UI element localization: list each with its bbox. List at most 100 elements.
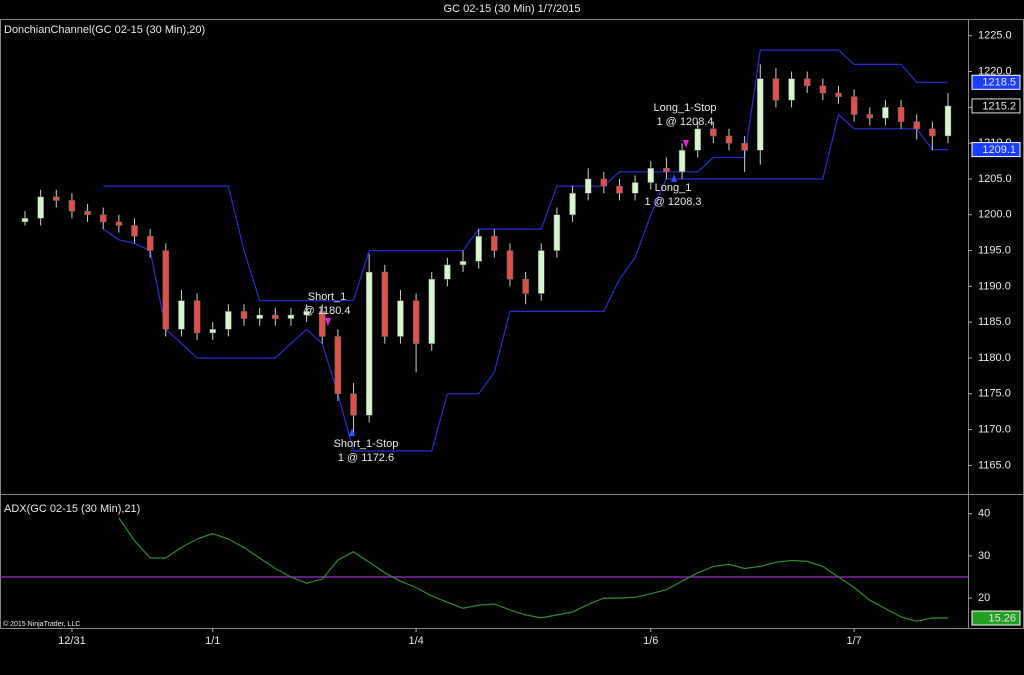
adx-line xyxy=(118,517,949,622)
candle-body xyxy=(522,278,529,294)
candle-body xyxy=(428,278,435,344)
y-tick-label: 1165.0 xyxy=(978,459,1011,471)
trade-label: Long_1 xyxy=(655,182,692,194)
candle-body xyxy=(444,264,451,280)
candle-body xyxy=(647,167,655,183)
candle-body xyxy=(53,196,60,201)
trade-price: @ 1180.4 xyxy=(303,305,350,317)
y-tick-label: 1220.0 xyxy=(978,65,1012,77)
candle-body xyxy=(788,78,795,101)
y-tick-label: 30 xyxy=(978,550,990,562)
value-box xyxy=(971,142,1021,158)
x-tick-label: 1/6 xyxy=(643,635,658,647)
trade-label: Short_1 xyxy=(308,291,347,303)
candle-body xyxy=(553,214,561,251)
trade-arrow xyxy=(683,140,689,148)
candle-body xyxy=(334,336,342,395)
value-box xyxy=(971,98,1021,114)
candle-body xyxy=(303,311,310,316)
candle-body xyxy=(318,311,326,337)
x-tick-label: 12/31 xyxy=(58,635,86,647)
candle-body xyxy=(584,178,592,194)
candle-body xyxy=(146,235,154,251)
candle-body xyxy=(757,78,764,151)
trade-arrow xyxy=(671,174,677,182)
candle-body xyxy=(819,85,827,94)
candle-body xyxy=(459,261,467,266)
candle-body xyxy=(678,150,686,173)
candle-body xyxy=(694,128,701,151)
candle-body xyxy=(397,300,404,337)
candle-body xyxy=(225,311,232,330)
candle-body xyxy=(162,250,170,330)
y-tick-label: 40 xyxy=(978,508,990,520)
candle-body xyxy=(131,225,138,237)
candle-body xyxy=(725,135,733,144)
y-tick-label: 1175.0 xyxy=(978,388,1011,400)
candle-body xyxy=(68,200,76,212)
candle-body xyxy=(99,214,107,223)
candle-body xyxy=(772,78,780,101)
candle-body xyxy=(663,167,670,173)
candle-body xyxy=(350,393,357,416)
candle-body xyxy=(491,235,498,251)
price-panel-title: DonchianChannel(GC 02-15 (30 Min),20) xyxy=(4,24,205,36)
candle-body xyxy=(741,142,748,151)
y-tick-label: 1200.0 xyxy=(978,209,1012,221)
channel-line xyxy=(102,113,948,452)
candle-body xyxy=(835,92,842,97)
candle-body xyxy=(209,329,216,334)
candle-body xyxy=(803,78,811,87)
candle-body xyxy=(538,250,545,294)
candle-body xyxy=(850,96,858,115)
trade-label: Short_1-Stop xyxy=(334,438,399,450)
candle-body xyxy=(115,221,123,226)
value-box-label: 1209.1 xyxy=(982,144,1016,156)
candle-body xyxy=(84,210,91,216)
copyright: © 2015 NinjaTrader, LLC xyxy=(3,620,80,628)
x-tick-label: 1/7 xyxy=(846,635,861,647)
candle-body xyxy=(710,128,717,137)
candle-body xyxy=(240,311,248,319)
y-tick-label: 20 xyxy=(978,592,990,604)
candle-body xyxy=(475,235,482,262)
trade-price: 1 @ 1208.4 xyxy=(656,116,713,128)
value-box xyxy=(971,610,1021,626)
x-tick-label: 1/4 xyxy=(408,635,423,647)
adx-panel-title: ADX(GC 02-15 (30 Min),21) xyxy=(4,503,140,515)
y-tick-label: 1180.0 xyxy=(978,352,1011,364)
value-box-label: 1218.5 xyxy=(982,77,1016,89)
candle-body xyxy=(929,128,936,137)
candle-body xyxy=(178,300,185,330)
y-tick-label: 1195.0 xyxy=(978,244,1011,256)
value-box-label: 1215.2 xyxy=(982,100,1016,112)
candle-body xyxy=(37,196,44,219)
y-tick-label: 1225.0 xyxy=(978,30,1012,42)
candle-body xyxy=(913,121,920,130)
trade-price: 1 @ 1172.6 xyxy=(338,452,394,464)
value-box-label: 15.26 xyxy=(988,612,1016,624)
candle-body xyxy=(882,107,889,119)
trade-arrow xyxy=(325,318,331,326)
window-title: GC 02-15 (30 Min) 1/7/2015 xyxy=(444,3,581,15)
candle-body xyxy=(944,105,952,137)
candle-body xyxy=(21,218,29,223)
candle-body xyxy=(600,178,608,187)
candle-body xyxy=(506,250,514,280)
trade-label: Long_1-Stop xyxy=(654,102,717,114)
y-tick-label: 1170.0 xyxy=(978,423,1011,435)
y-tick-label: 1190.0 xyxy=(978,280,1011,292)
candle-body xyxy=(897,107,905,122)
candle-body xyxy=(866,114,874,119)
trade-arrow xyxy=(349,428,355,436)
candle-body xyxy=(616,185,623,194)
x-tick-label: 1/1 xyxy=(205,635,220,647)
candle-body xyxy=(381,271,389,337)
trade-price: 1 @ 1208.3 xyxy=(644,196,701,208)
candle-body xyxy=(631,182,639,194)
channel-line xyxy=(103,49,948,302)
candle-body xyxy=(412,300,420,344)
candle-body xyxy=(287,314,295,319)
